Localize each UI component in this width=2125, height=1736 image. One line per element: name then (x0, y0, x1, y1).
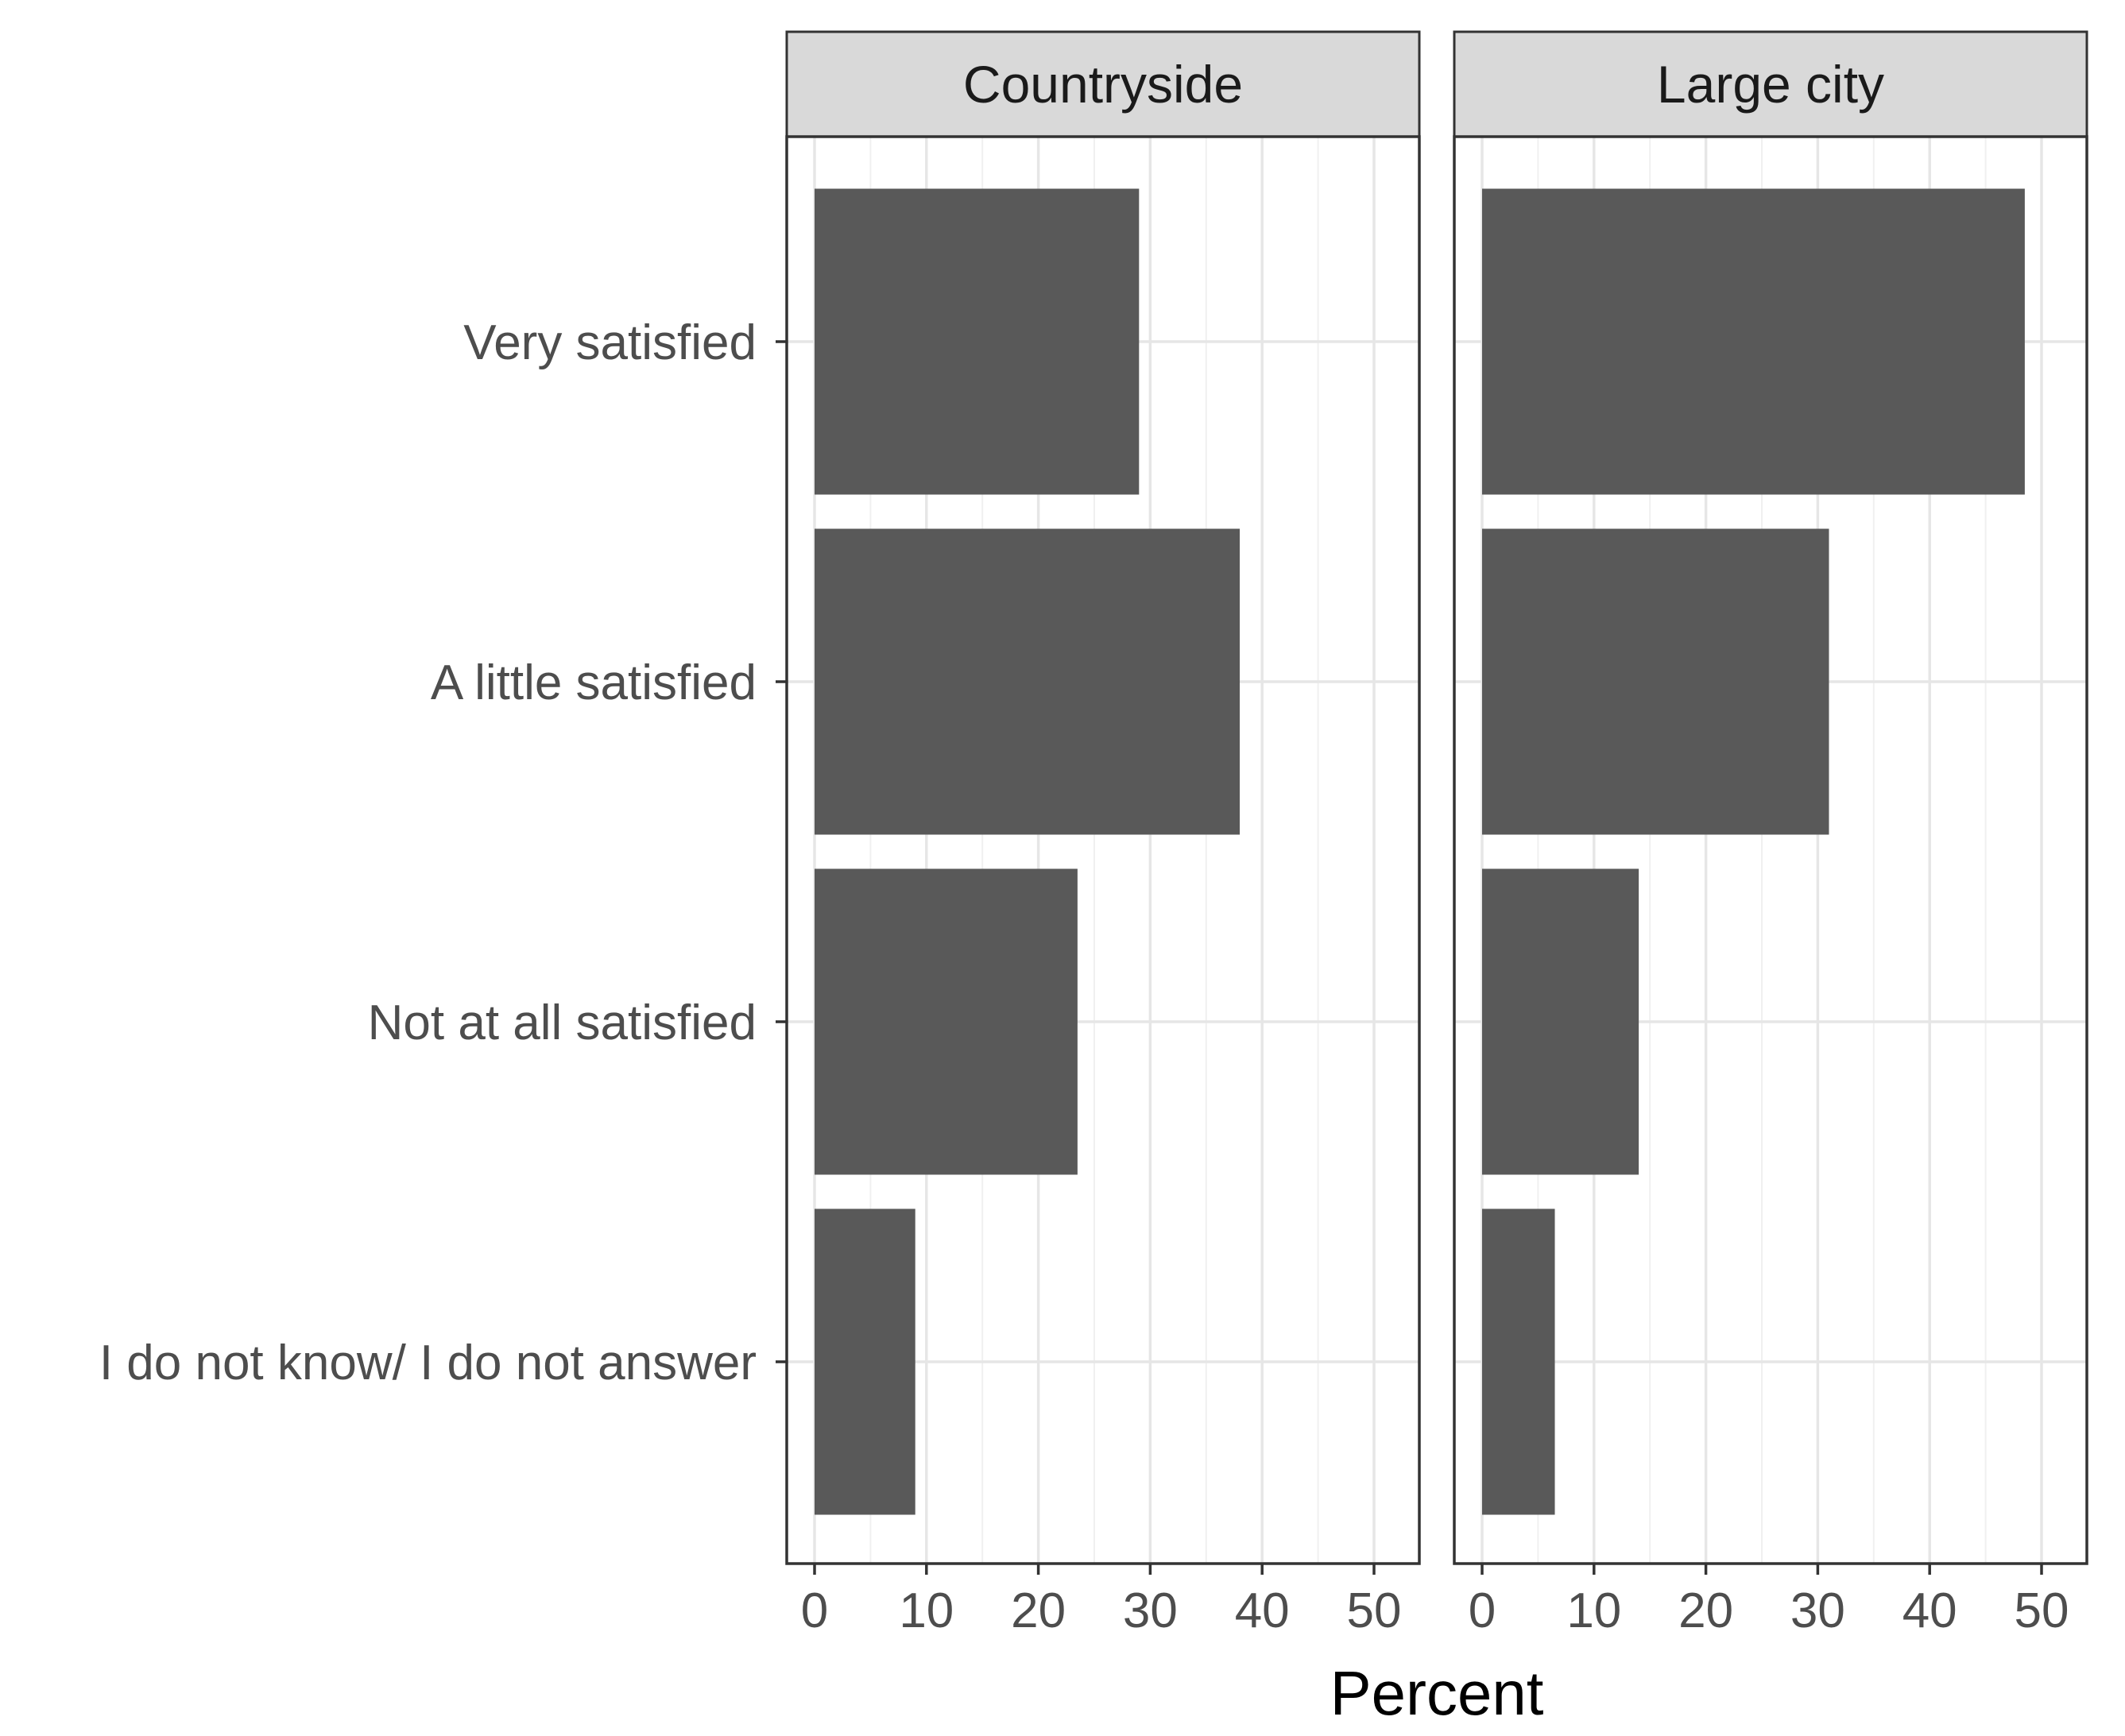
x-tick-label: 30 (1123, 1583, 1178, 1638)
bar-large-city-0 (1482, 188, 2025, 495)
y-axis: Very satisfied A little satisfied Not at a… (99, 315, 787, 1390)
facet-strip-label: Countryside (963, 55, 1243, 114)
facet-strip (785, 30, 1421, 138)
y-tick-label: Very satisfied (463, 315, 757, 370)
panel-border (785, 135, 1421, 1565)
y-tick-label: I do not know/ I do not answer (99, 1336, 757, 1390)
bar-countryside-1 (815, 528, 1241, 835)
x-tick-label: 30 (1790, 1583, 1845, 1638)
x-tick-label: 10 (899, 1583, 954, 1638)
x-tick-label: 40 (1235, 1583, 1290, 1638)
facet-strip (1453, 30, 2088, 138)
panels: Countryside 0 10 20 30 40 50 Large city 0 10 20 30 4… (785, 30, 2088, 1638)
facet-strip-label: Large city (1657, 55, 1884, 114)
panel-border (1453, 135, 2088, 1565)
bar-countryside-3 (815, 1208, 915, 1515)
x-tick-label: 10 (1566, 1583, 1621, 1638)
bar-large-city-1 (1482, 528, 1829, 835)
x-tick-label: 50 (2015, 1583, 2069, 1638)
x-tick-label: 0 (1469, 1583, 1496, 1638)
x-tick-label: 50 (1347, 1583, 1402, 1638)
panel-countryside: Countryside 0 10 20 30 40 50 (785, 30, 1421, 1638)
panel-large-city: Large city 0 10 20 30 40 50 (1453, 30, 2088, 1638)
y-tick-label: A little satisfied (431, 655, 757, 710)
bar-countryside-0 (815, 188, 1140, 495)
x-tick-label: 20 (1011, 1583, 1066, 1638)
x-tick-label: 0 (801, 1583, 828, 1638)
bar-countryside-2 (815, 868, 1078, 1175)
x-axis-title: Percent (1330, 1658, 1544, 1728)
y-tick-label: Not at all satisfied (368, 996, 757, 1050)
bar-large-city-3 (1482, 1208, 1555, 1515)
x-tick-label: 20 (1678, 1583, 1733, 1638)
bar-large-city-2 (1482, 868, 1639, 1175)
x-tick-label: 40 (1902, 1583, 1957, 1638)
